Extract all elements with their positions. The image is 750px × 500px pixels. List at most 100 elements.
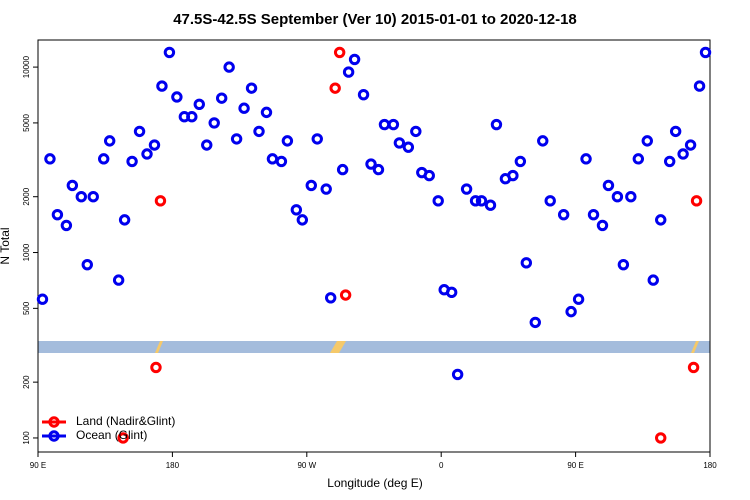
- point: [154, 195, 167, 207]
- point: [365, 158, 377, 170]
- x-tick-label: 180: [703, 461, 717, 470]
- y-tick-label: 200: [22, 375, 31, 389]
- point: [432, 195, 444, 207]
- point: [617, 258, 630, 271]
- point: [215, 92, 228, 104]
- point: [87, 191, 99, 203]
- chart-title: 47.5S-42.5S September (Ver 10) 2015-01-0…: [173, 11, 577, 28]
- point: [507, 169, 519, 182]
- point: [245, 82, 258, 94]
- point: [537, 135, 549, 147]
- point: [410, 125, 422, 138]
- point: [655, 432, 667, 444]
- x-tick-label: 90 W: [297, 461, 316, 470]
- land-patch: [155, 341, 163, 353]
- point: [148, 139, 161, 151]
- point: [320, 183, 332, 195]
- point: [690, 195, 703, 207]
- point: [275, 155, 288, 168]
- point: [357, 88, 370, 101]
- point: [51, 208, 64, 221]
- point: [60, 219, 73, 232]
- point: [580, 153, 592, 165]
- point: [186, 111, 198, 123]
- x-tick-label: 180: [166, 461, 180, 470]
- point: [647, 274, 659, 286]
- point: [118, 214, 131, 226]
- y-tick-label: 100: [22, 431, 31, 445]
- point: [171, 91, 183, 103]
- point: [117, 432, 129, 444]
- point: [587, 208, 600, 221]
- point: [460, 183, 473, 195]
- surface-band: [38, 341, 710, 353]
- point: [655, 214, 667, 226]
- point: [112, 274, 125, 286]
- x-tick-label: 0: [439, 461, 444, 470]
- point: [66, 179, 79, 192]
- point: [36, 293, 49, 305]
- point: [342, 66, 355, 78]
- point: [490, 118, 503, 131]
- point: [324, 292, 337, 304]
- point: [75, 191, 88, 203]
- point: [687, 361, 700, 374]
- point: [544, 195, 556, 207]
- point: [663, 155, 676, 168]
- y-tick-label: 10000: [22, 55, 31, 78]
- point: [423, 169, 435, 182]
- point: [81, 258, 93, 271]
- point: [163, 46, 176, 59]
- point: [557, 208, 570, 221]
- point: [611, 191, 624, 203]
- point: [625, 191, 637, 203]
- legend-label: Land (Nadir&Glint): [76, 414, 175, 428]
- point: [281, 135, 294, 147]
- land-patch: [691, 341, 699, 353]
- point: [387, 118, 400, 131]
- point: [484, 199, 497, 211]
- point: [684, 139, 697, 151]
- point: [572, 293, 585, 305]
- y-axis-label: N Total: [0, 227, 12, 264]
- point: [529, 316, 541, 329]
- point: [669, 125, 682, 138]
- legend-marker: [48, 430, 60, 442]
- point: [520, 257, 533, 269]
- point: [311, 133, 323, 145]
- point: [641, 135, 653, 147]
- y-tick-label: 1000: [22, 243, 31, 261]
- point: [141, 148, 153, 160]
- land-patches: [155, 341, 699, 353]
- point: [201, 139, 213, 151]
- x-axis-label: Longitude (deg E): [327, 476, 422, 490]
- legend-label: Ocean (Glint): [76, 428, 147, 442]
- point: [469, 195, 482, 207]
- point: [305, 179, 317, 192]
- point: [230, 133, 243, 145]
- point: [451, 368, 464, 381]
- legend-marker: [48, 416, 60, 428]
- point: [98, 153, 110, 165]
- point: [514, 155, 527, 168]
- point: [156, 80, 168, 92]
- point: [44, 153, 56, 165]
- point: [699, 46, 712, 59]
- point: [565, 305, 577, 318]
- point: [208, 117, 220, 129]
- point: [150, 361, 162, 374]
- point: [193, 98, 205, 111]
- point: [223, 61, 235, 73]
- point: [296, 214, 309, 226]
- land-patch: [330, 341, 346, 353]
- point: [632, 153, 645, 165]
- point: [596, 219, 609, 232]
- point: [393, 137, 406, 149]
- point: [238, 102, 250, 114]
- point: [329, 82, 341, 94]
- point: [133, 125, 146, 138]
- y-tick-label: 500: [22, 301, 31, 315]
- point: [602, 179, 615, 192]
- y-tick-label: 2000: [22, 187, 31, 205]
